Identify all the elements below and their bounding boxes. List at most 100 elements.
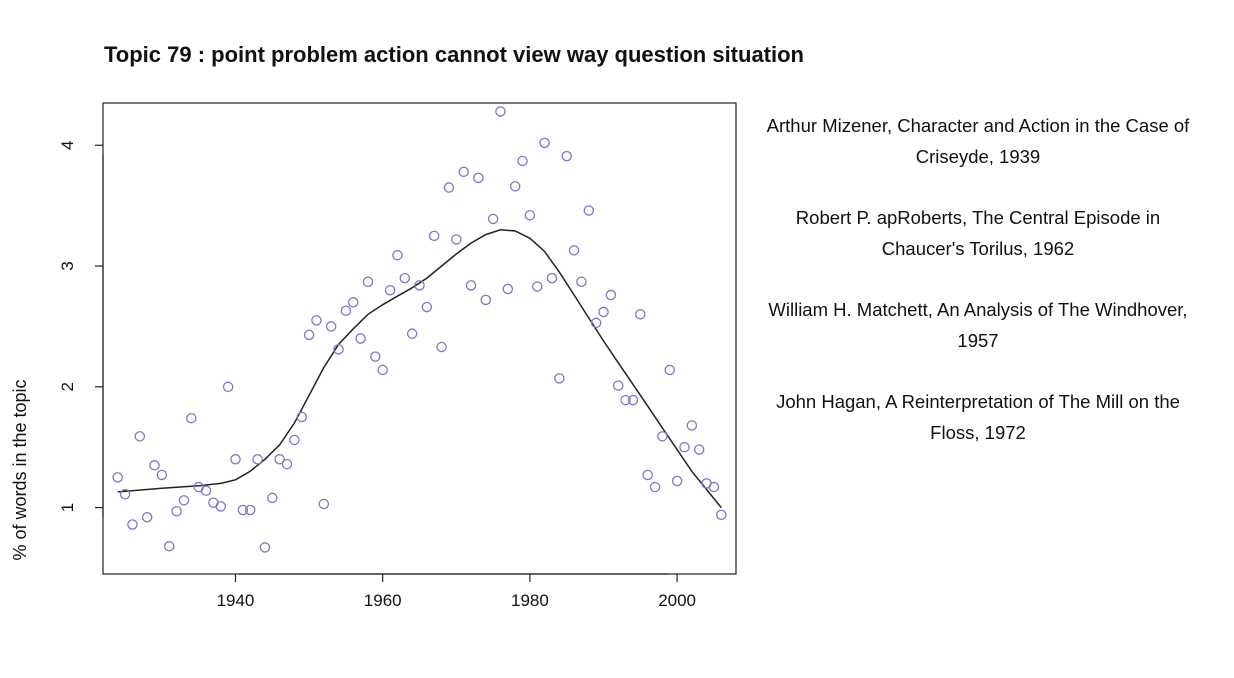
data-point bbox=[686, 420, 698, 431]
data-point bbox=[436, 341, 447, 353]
data-point bbox=[612, 380, 624, 391]
data-point bbox=[554, 373, 565, 384]
data-point bbox=[458, 166, 469, 178]
article-note: Robert P. apRoberts, The Central Episode… bbox=[795, 207, 1161, 259]
data-point bbox=[200, 485, 212, 496]
data-point bbox=[443, 182, 455, 193]
data-point bbox=[671, 475, 683, 487]
data-point bbox=[134, 431, 146, 442]
data-point bbox=[414, 280, 425, 291]
data-point bbox=[664, 364, 676, 376]
article-note: John Hagan, A Reinterpretation of The Mi… bbox=[776, 391, 1180, 443]
data-point bbox=[281, 458, 293, 470]
data-point bbox=[296, 411, 307, 423]
data-point bbox=[127, 519, 138, 530]
data-point bbox=[340, 305, 352, 316]
data-point bbox=[325, 321, 337, 332]
data-point bbox=[576, 276, 587, 287]
y-axis-ticks: 1 2 3 4 bbox=[58, 141, 103, 512]
data-point bbox=[267, 492, 278, 504]
notable-articles: Arthur Mizener, Character and Action in … bbox=[760, 110, 1196, 478]
data-point bbox=[517, 155, 528, 167]
y-tick-label: 3 bbox=[58, 261, 77, 270]
data-point bbox=[399, 272, 411, 284]
data-point bbox=[509, 181, 521, 192]
data-point bbox=[451, 234, 462, 245]
data-point bbox=[119, 489, 131, 500]
data-point bbox=[252, 454, 263, 465]
data-point bbox=[377, 364, 388, 376]
x-tick-label: 2000 bbox=[658, 591, 696, 610]
data-point bbox=[568, 245, 580, 256]
data-point bbox=[620, 394, 631, 406]
data-point bbox=[392, 249, 403, 261]
data-point bbox=[495, 106, 506, 117]
data-point bbox=[679, 441, 690, 453]
data-point bbox=[303, 329, 315, 341]
data-point bbox=[487, 213, 499, 225]
article-note: William H. Matchett, An Analysis of The … bbox=[768, 299, 1188, 351]
data-point bbox=[561, 150, 572, 162]
data-point bbox=[362, 276, 374, 287]
data-point bbox=[708, 481, 720, 493]
data-point bbox=[348, 297, 359, 308]
article-note: Arthur Mizener, Character and Action in … bbox=[766, 115, 1190, 167]
data-point bbox=[546, 272, 558, 284]
data-point bbox=[149, 460, 160, 471]
data-point bbox=[657, 431, 668, 442]
plot-frame bbox=[102, 102, 737, 575]
data-point bbox=[649, 481, 661, 493]
data-point bbox=[421, 301, 433, 313]
data-point bbox=[215, 501, 227, 512]
data-points bbox=[112, 106, 727, 553]
data-point bbox=[428, 230, 440, 242]
data-point bbox=[178, 495, 190, 506]
data-point bbox=[186, 412, 197, 424]
data-point bbox=[524, 210, 536, 221]
data-point bbox=[693, 444, 705, 455]
data-point bbox=[465, 280, 477, 291]
data-point bbox=[539, 137, 550, 149]
data-point bbox=[627, 394, 639, 406]
data-point bbox=[590, 317, 602, 329]
y-tick-label: 1 bbox=[58, 503, 77, 512]
data-point bbox=[583, 205, 595, 216]
data-point bbox=[716, 509, 727, 521]
data-point bbox=[163, 540, 175, 552]
x-tick-label: 1980 bbox=[511, 591, 549, 610]
data-point bbox=[230, 454, 241, 465]
data-point bbox=[318, 498, 330, 510]
data-point bbox=[605, 289, 617, 301]
x-tick-label: 1960 bbox=[364, 591, 402, 610]
y-axis-label: % of words in the topic bbox=[10, 379, 30, 560]
data-point bbox=[141, 511, 153, 523]
x-tick-label: 1940 bbox=[217, 591, 255, 610]
data-point bbox=[156, 469, 168, 481]
data-point bbox=[406, 328, 418, 339]
x-axis-ticks: 1940 1960 1980 2000 bbox=[217, 574, 696, 610]
data-point bbox=[237, 504, 249, 516]
data-point bbox=[532, 281, 543, 292]
data-point bbox=[171, 505, 182, 517]
data-point bbox=[289, 434, 300, 446]
data-point bbox=[259, 542, 271, 553]
data-point bbox=[370, 351, 381, 362]
data-point bbox=[598, 306, 609, 318]
data-point bbox=[222, 381, 234, 393]
data-point bbox=[642, 469, 653, 481]
data-point bbox=[112, 472, 123, 483]
y-tick-label: 2 bbox=[58, 382, 77, 391]
data-point bbox=[384, 284, 396, 296]
trend-line bbox=[117, 229, 722, 509]
y-tick-label: 4 bbox=[58, 141, 77, 150]
data-point bbox=[355, 333, 366, 344]
data-point bbox=[480, 294, 491, 306]
data-point bbox=[473, 172, 484, 184]
chart-title: Topic 79 : point problem action cannot v… bbox=[104, 42, 804, 67]
data-point bbox=[635, 309, 646, 320]
data-point bbox=[333, 344, 344, 355]
data-point bbox=[274, 454, 285, 465]
data-point bbox=[311, 315, 322, 326]
data-point bbox=[502, 283, 514, 295]
